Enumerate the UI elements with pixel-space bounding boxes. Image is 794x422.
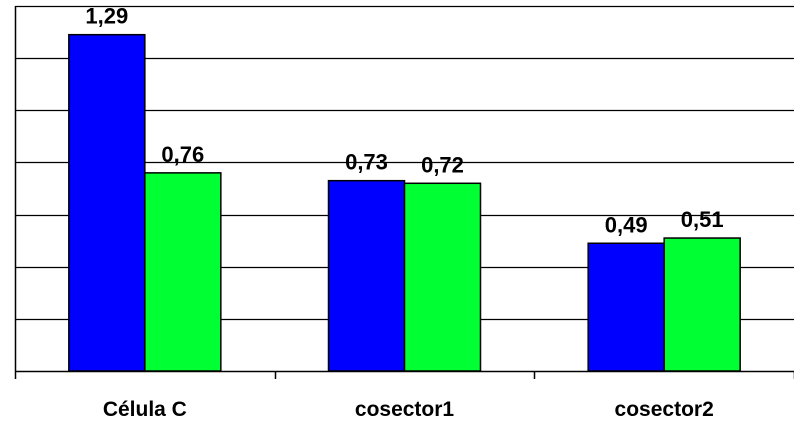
bar-s1-2 (663, 237, 741, 372)
bar-s0-2 (587, 242, 665, 372)
bars (68, 33, 741, 372)
bar-s1-1 (403, 182, 482, 372)
data-label-s0-1: 0,73 (345, 150, 388, 175)
category-labels: Célula C cosector1 cosector2 (103, 398, 714, 421)
data-label-s0-0: 1,29 (85, 4, 128, 29)
category-label-1: cosector1 (355, 398, 455, 421)
data-label-s0-2: 0,49 (605, 212, 648, 237)
axes (14, 6, 794, 379)
data-label-s1-2: 0,51 (681, 207, 724, 232)
bar-s0-1 (327, 179, 406, 372)
data-label-s1-0: 0,76 (161, 142, 204, 167)
category-label-0: Célula C (103, 398, 187, 421)
data-label-s1-1: 0,72 (421, 152, 464, 177)
bar-s0-0 (68, 33, 146, 372)
category-label-2: cosector2 (615, 398, 714, 421)
data-labels: 1,29 0,76 0,73 0,72 0,49 0,51 (85, 4, 723, 238)
bar-s1-0 (144, 172, 222, 372)
